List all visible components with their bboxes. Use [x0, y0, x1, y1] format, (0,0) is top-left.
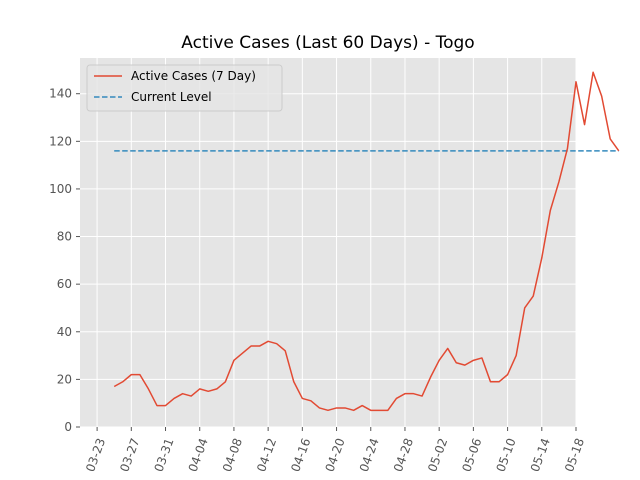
y-tick-label: 80 — [57, 230, 72, 244]
chart-title: Active Cases (Last 60 Days) - Togo — [181, 33, 474, 53]
legend-frame — [86, 64, 283, 112]
x-tick-label: 04-04 — [186, 436, 211, 474]
series-layer — [113, 71, 620, 412]
x-axis: 03-23 03-27 03-31 04-04 04-08 04-12 04-16 04-20… — [83, 427, 587, 474]
legend-label: Active Cases (7 Day) — [131, 69, 256, 83]
y-tick-label: 120 — [49, 134, 72, 148]
y-tick-label: 0 — [64, 420, 72, 434]
x-tick-label: 04-24 — [357, 436, 382, 474]
series-active-cases-line — [113, 71, 620, 412]
legend: Active Cases (7 Day) Current Level — [86, 64, 283, 112]
x-tick-label: 03-23 — [83, 436, 108, 474]
y-axis: 0 20 40 60 80 100 120 140 — [49, 87, 80, 434]
plot-area — [80, 58, 576, 427]
x-tick-label: 05-02 — [425, 436, 450, 474]
x-tick-label: 04-20 — [323, 436, 348, 474]
x-tick-label: 04-08 — [220, 436, 245, 474]
grid — [80, 58, 577, 428]
x-tick-label: 03-31 — [152, 436, 177, 474]
y-tick-label: 60 — [57, 277, 72, 291]
x-tick-label: 05-10 — [494, 436, 519, 474]
x-tick-label: 05-06 — [459, 436, 484, 474]
x-tick-label: 05-18 — [562, 436, 587, 474]
x-tick-label: 04-28 — [391, 436, 416, 474]
x-tick-label: 05-14 — [528, 436, 553, 474]
x-tick-label: 04-16 — [288, 436, 313, 474]
y-tick-label: 20 — [57, 372, 72, 386]
y-tick-label: 140 — [49, 87, 72, 101]
y-tick-label: 100 — [49, 182, 72, 196]
x-tick-label: 04-12 — [254, 436, 279, 474]
x-tick-label: 03-27 — [117, 436, 142, 474]
y-tick-label: 40 — [57, 325, 72, 339]
legend-label: Current Level — [131, 90, 212, 104]
